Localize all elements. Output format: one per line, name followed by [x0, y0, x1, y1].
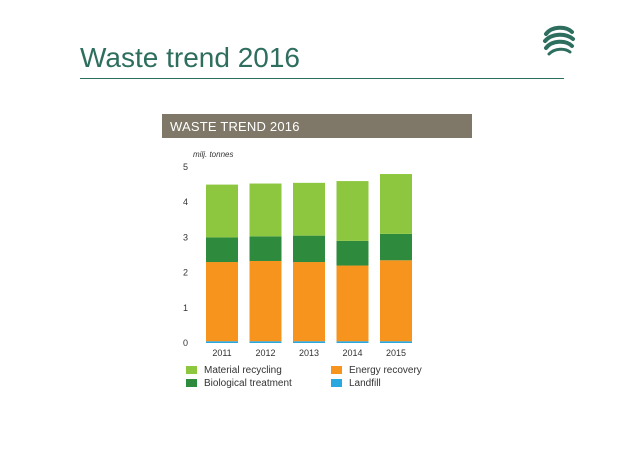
- bar-segment-biological-treatment: [249, 236, 282, 261]
- bar-segment-landfill: [336, 341, 369, 343]
- bar-segment-biological-treatment: [206, 237, 238, 263]
- bar-segment-energy-recovery: [293, 262, 325, 342]
- legend-item-landfill: Landfill: [331, 377, 381, 389]
- y-tick-label: 4: [183, 197, 188, 207]
- legend-item-material-recycling: Material recycling: [186, 364, 282, 376]
- y-tick-label: 5: [183, 162, 188, 172]
- x-tick-label: 2015: [386, 348, 406, 358]
- bar-segment-landfill: [380, 341, 412, 343]
- bar-segment-landfill: [249, 341, 282, 343]
- bar-segment-biological-treatment: [336, 240, 369, 266]
- bar-segment-landfill: [206, 341, 238, 343]
- bar-segment-energy-recovery: [249, 260, 282, 342]
- legend-item-energy-recovery: Energy recovery: [331, 364, 422, 376]
- slide-title: Waste trend 2016: [80, 42, 300, 73]
- legend-item-biological-treatment: Biological treatment: [186, 377, 292, 389]
- y-tick-label: 3: [183, 232, 188, 242]
- bar-segment-energy-recovery: [380, 260, 412, 342]
- title-divider: [80, 78, 564, 79]
- chart-title: WASTE TREND 2016: [170, 119, 300, 134]
- y-tick-label: 0: [183, 338, 188, 348]
- y-tick-label: 2: [183, 268, 188, 278]
- x-tick-label: 2014: [342, 348, 362, 358]
- chart-header: WASTE TREND 2016: [162, 114, 472, 138]
- legend-swatch-landfill: [331, 379, 342, 387]
- bar-segment-biological-treatment: [380, 233, 412, 261]
- bar-segment-energy-recovery: [336, 265, 369, 342]
- x-tick-label: 2012: [255, 348, 275, 358]
- legend-label-landfill: Landfill: [349, 377, 381, 389]
- legend-label-material-recycling: Material recycling: [204, 364, 282, 376]
- legend-label-energy-recovery: Energy recovery: [349, 364, 422, 376]
- bar-segment-material-recycling: [380, 174, 412, 234]
- legend-label-biological-treatment: Biological treatment: [204, 377, 292, 389]
- layered-swoosh-icon: [543, 25, 575, 56]
- legend-swatch-material-recycling: [186, 366, 197, 374]
- y-axis-unit-label: milj. tonnes: [193, 150, 233, 159]
- bar-segment-material-recycling: [249, 183, 282, 237]
- x-tick-label: 2011: [212, 348, 231, 358]
- bar-segment-material-recycling: [206, 184, 238, 238]
- legend-swatch-energy-recovery: [331, 366, 342, 374]
- bar-segment-landfill: [293, 341, 325, 343]
- bar-segment-biological-treatment: [293, 235, 325, 263]
- bar-segment-energy-recovery: [206, 262, 238, 342]
- y-tick-label: 1: [183, 303, 188, 313]
- x-tick-label: 2013: [299, 348, 319, 358]
- legend-swatch-biological-treatment: [186, 379, 197, 387]
- bar-segment-material-recycling: [336, 181, 369, 241]
- bars: [206, 174, 412, 343]
- bar-segment-material-recycling: [293, 182, 325, 236]
- x-axis-ticks: 2011 2012 2013 2014 2015: [212, 348, 406, 358]
- y-axis-ticks: 0 1 2 3 4 5: [183, 162, 188, 348]
